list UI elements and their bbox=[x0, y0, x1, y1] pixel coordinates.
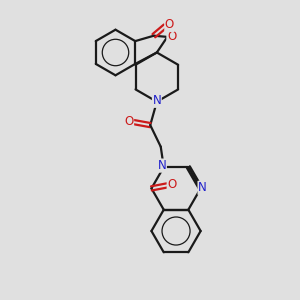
Text: O: O bbox=[165, 18, 174, 32]
Text: N: N bbox=[158, 159, 166, 172]
Text: N: N bbox=[152, 94, 161, 107]
Text: O: O bbox=[124, 115, 134, 128]
Text: O: O bbox=[167, 178, 176, 191]
Text: N: N bbox=[198, 181, 207, 194]
Text: O: O bbox=[167, 30, 176, 43]
